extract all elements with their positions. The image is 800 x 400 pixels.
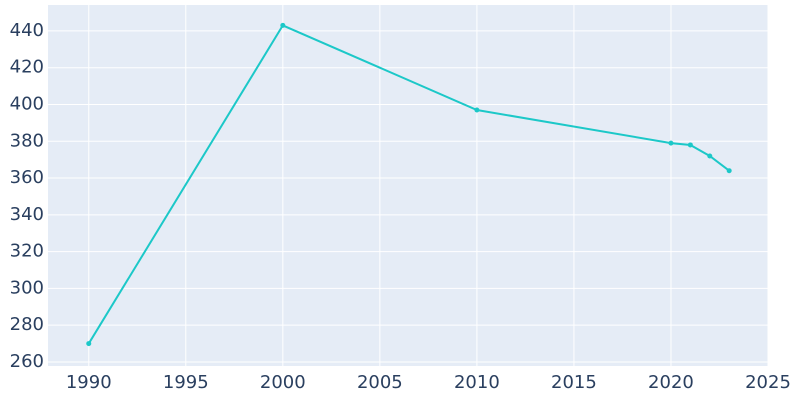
y-tick-label: 320 — [10, 241, 44, 262]
y-tick-label: 360 — [10, 167, 44, 188]
x-tick-label: 2000 — [260, 372, 306, 393]
y-tick-label: 260 — [10, 351, 44, 372]
x-tick-label: 2010 — [454, 372, 500, 393]
y-tick-label: 440 — [10, 20, 44, 41]
point — [726, 168, 732, 174]
y-tick-label: 300 — [10, 277, 44, 298]
point — [474, 107, 480, 113]
y-tick-label: 380 — [10, 130, 44, 151]
y-tick-label: 340 — [10, 204, 44, 225]
x-tick-label: 2025 — [745, 372, 791, 393]
point — [687, 142, 693, 148]
y-tick-label: 420 — [10, 57, 44, 78]
plot-background — [48, 5, 768, 366]
x-tick-label: 1995 — [163, 372, 209, 393]
point — [280, 22, 286, 28]
y-tick-label: 280 — [10, 314, 44, 335]
x-tick-label: 2015 — [551, 372, 597, 393]
x-tick-label: 2005 — [357, 372, 403, 393]
x-tick-label: 2020 — [648, 372, 694, 393]
point — [707, 153, 713, 159]
x-tick-label: 1990 — [66, 372, 112, 393]
y-tick-label: 400 — [10, 93, 44, 114]
point — [668, 140, 674, 146]
point — [86, 341, 92, 347]
